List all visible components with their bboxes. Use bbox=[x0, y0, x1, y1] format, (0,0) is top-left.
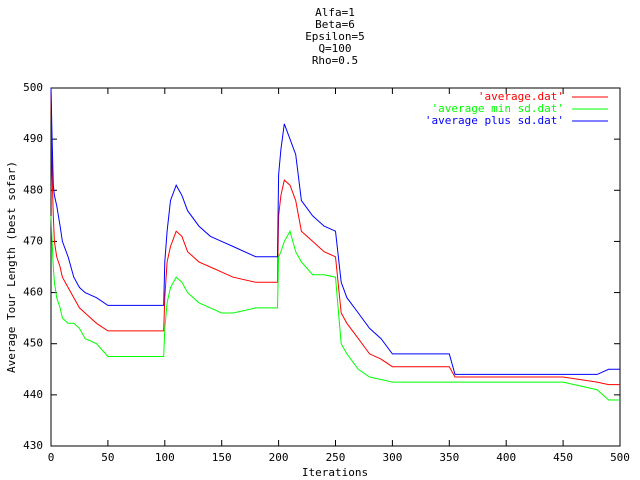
y-tick-label: 490 bbox=[23, 132, 43, 145]
y-tick-label: 470 bbox=[23, 234, 43, 247]
y-axis-label: Average Tour Length (best sofar) bbox=[5, 161, 18, 373]
y-tick-label: 430 bbox=[23, 439, 43, 452]
chart-title: Epsilon=5 bbox=[305, 30, 365, 43]
x-axis-label: Iterations bbox=[302, 466, 368, 479]
x-tick-label: 100 bbox=[155, 451, 175, 464]
x-tick-label: 0 bbox=[48, 451, 55, 464]
series-line bbox=[50, 215, 620, 401]
plot-border bbox=[50, 87, 621, 447]
y-tick-label: 500 bbox=[23, 81, 43, 94]
series-line bbox=[50, 87, 620, 375]
x-tick-label: 50 bbox=[101, 451, 114, 464]
legend-label: 'average min sd.dat' bbox=[432, 102, 564, 115]
x-tick-label: 300 bbox=[382, 451, 402, 464]
legend-label: 'average.dat' bbox=[478, 90, 564, 103]
x-tick-label: 350 bbox=[439, 451, 459, 464]
chart-title: Q=100 bbox=[318, 42, 351, 55]
y-tick-label: 480 bbox=[23, 183, 43, 196]
chart-title: Rho=0.5 bbox=[312, 54, 358, 67]
y-tick-label: 440 bbox=[23, 388, 43, 401]
legend-label: 'average plus sd.dat' bbox=[425, 114, 564, 127]
x-tick-label: 400 bbox=[496, 451, 516, 464]
x-tick-label: 500 bbox=[610, 451, 630, 464]
y-tick-label: 460 bbox=[23, 286, 43, 299]
x-tick-label: 250 bbox=[326, 451, 346, 464]
y-tick-label: 450 bbox=[23, 337, 43, 350]
series-line bbox=[50, 87, 620, 386]
chart-title: Beta=6 bbox=[315, 18, 355, 31]
x-tick-label: 150 bbox=[212, 451, 232, 464]
x-tick-label: 200 bbox=[269, 451, 289, 464]
x-tick-label: 450 bbox=[553, 451, 573, 464]
chart-title: Alfa=1 bbox=[315, 6, 355, 19]
